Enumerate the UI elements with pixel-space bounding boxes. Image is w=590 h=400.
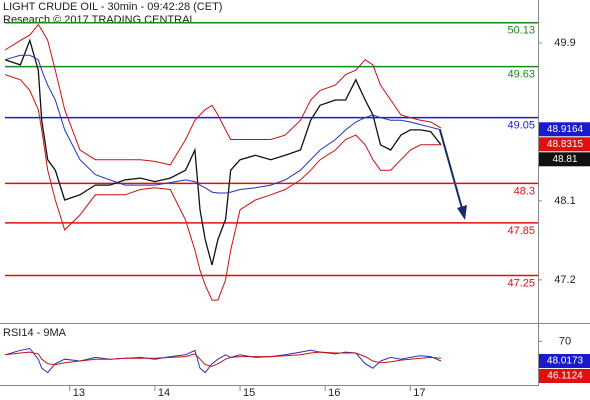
price-badge-label: 48.8315 [547,139,584,150]
price-badge [539,152,590,167]
series-line [4,23,442,166]
chart-subtitle: Research © 2017 TRADING CENTRAL [3,14,196,26]
level-label: 49.63 [507,69,535,81]
y-tick-label: 49.9 [554,37,575,49]
price-badge [539,122,590,137]
series-line [4,74,441,301]
price-badge-label: 46.1124 [547,371,583,382]
series-line [4,54,442,194]
level-label: 48.3 [514,185,535,197]
x-tick-label: 15 [243,387,255,399]
level-label: 49.05 [507,119,535,131]
level-label: 50.13 [507,25,535,37]
series-line [4,347,442,374]
level-label: 47.85 [507,225,535,237]
price-badge [539,137,590,152]
forecast-arrow-head [457,205,467,220]
rsi-label: RSI14 - 9MA [3,327,67,339]
price-badge [539,353,590,368]
price-badge-label: 48.0173 [547,356,584,367]
chart-title: LIGHT CRUDE OIL - 30min - 09:42:28 (CET) [3,1,222,13]
price-badge-label: 48.9164 [547,124,584,135]
y-tick-label: 47.2 [554,274,575,286]
level-label: 47.25 [507,277,535,289]
x-tick-label: 14 [158,387,170,399]
price-badge [539,368,590,383]
price-badge-label: 48.81 [552,154,577,165]
forecast-arrow [439,129,464,213]
x-tick-label: 16 [328,387,340,399]
series-line [5,351,442,367]
series-line [4,38,442,266]
x-tick-label: 17 [413,387,425,399]
rsi-y-tick-label: 70 [559,335,571,347]
x-tick-label: 13 [73,387,85,399]
y-tick-label: 48.1 [554,195,575,207]
